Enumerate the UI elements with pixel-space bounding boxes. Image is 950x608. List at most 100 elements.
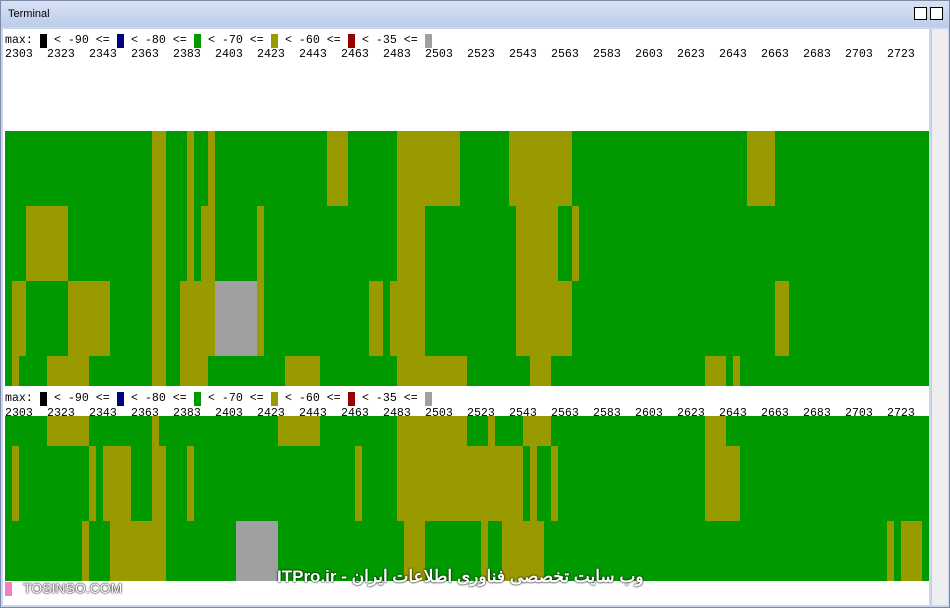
legend-swatch <box>348 392 355 406</box>
spectrum-cell <box>558 206 572 281</box>
frequency-label: 2323 <box>47 48 75 61</box>
spectrum-cell <box>194 206 201 281</box>
spectrum-cell <box>159 416 278 446</box>
legend-label: max: <box>5 34 33 47</box>
spectrum-cell <box>5 356 12 386</box>
spectrum-cell <box>131 446 152 521</box>
spectrum-cell <box>523 416 551 446</box>
spectrum-cell <box>502 521 544 581</box>
frequency-label: 2423 <box>257 48 285 61</box>
spectrum-cell <box>278 416 320 446</box>
spectrum-cell <box>789 281 929 356</box>
spectrum-cell <box>180 281 215 356</box>
spectrum-cell <box>47 416 89 446</box>
spectrum-cell <box>110 281 152 356</box>
legend-swatch <box>117 34 124 48</box>
spectrum-cell <box>397 206 425 281</box>
frequency-label: 2383 <box>173 48 201 61</box>
spectrum-cell <box>467 356 530 386</box>
spectrum-cell <box>481 521 488 581</box>
spectrum-cell <box>194 131 208 206</box>
frequency-label: 2403 <box>215 48 243 61</box>
spectrum-cell <box>180 356 208 386</box>
spectrum-cell <box>166 356 180 386</box>
spectrum-cell <box>551 356 705 386</box>
legend-swatch <box>425 34 432 48</box>
legend-threshold: < -80 <= <box>131 392 187 405</box>
spectrum-cell <box>579 206 929 281</box>
spectrum-cell <box>425 206 516 281</box>
spectrum-cell <box>278 521 404 581</box>
spectrum-cell <box>12 356 19 386</box>
spectrum-cell <box>327 131 348 206</box>
spectrum-cell <box>705 446 740 521</box>
spectrum-cell <box>5 281 12 356</box>
legend-swatch <box>425 392 432 406</box>
spectrum-cell <box>68 206 152 281</box>
spectrum-cell <box>362 446 397 521</box>
spectrum-cell <box>103 446 131 521</box>
frequency-label: 2703 <box>845 48 873 61</box>
spectrum-cell <box>320 416 397 446</box>
legend-swatch <box>194 34 201 48</box>
spectrum-cell <box>82 521 89 581</box>
scrollbar[interactable] <box>931 29 948 605</box>
legend-swatch <box>194 392 201 406</box>
legend-threshold: < -90 <= <box>54 392 110 405</box>
spectrum-cell <box>894 521 901 581</box>
spectrum-cell <box>5 416 47 446</box>
spectrum-cell <box>355 446 362 521</box>
spectrum-cell <box>19 356 47 386</box>
spectrum-cell <box>110 521 166 581</box>
close-button[interactable] <box>930 7 943 20</box>
frequency-label: 2343 <box>89 48 117 61</box>
frequency-label: 2483 <box>383 48 411 61</box>
spectrum-cell <box>166 521 236 581</box>
spectrum-cell <box>264 281 369 356</box>
spectrum-cell <box>26 281 68 356</box>
spectrum-cell <box>740 356 929 386</box>
legend-label: max: <box>5 392 33 405</box>
spectrum-cell <box>726 416 929 446</box>
spectrum-cell <box>397 356 467 386</box>
spectrum-cell <box>705 356 726 386</box>
spectrum-cell <box>404 521 425 581</box>
maximize-button[interactable] <box>914 7 927 20</box>
spectrum-cell <box>509 131 572 206</box>
legend-threshold: < -80 <= <box>131 34 187 47</box>
spectrum-cell <box>208 356 285 386</box>
frequency-label: 2603 <box>635 48 663 61</box>
spectrum-cell <box>495 416 523 446</box>
spectrum-cell <box>152 356 166 386</box>
spectrum-cell <box>705 416 726 446</box>
spectrum-cell <box>320 356 397 386</box>
frequency-label: 2723 <box>887 48 915 61</box>
spectrum-cell <box>551 446 558 521</box>
legend-swatch <box>271 392 278 406</box>
spectrum-cell <box>922 521 929 581</box>
legend-swatch <box>271 34 278 48</box>
spectrum-cell <box>285 356 320 386</box>
legend-swatch <box>348 34 355 48</box>
spectrum-cell <box>208 131 215 206</box>
spectrum-cell <box>152 281 166 356</box>
spectrum-cell <box>96 446 103 521</box>
spectrum-cell <box>523 446 530 521</box>
window-title: Terminal <box>8 8 50 20</box>
legend-swatch <box>117 392 124 406</box>
spectrum-cell <box>166 446 187 521</box>
spectrum-cell <box>572 281 775 356</box>
spectrum-cell <box>572 131 747 206</box>
legend-swatch <box>40 34 47 48</box>
frequency-label: 2623 <box>677 48 705 61</box>
frequency-label: 2643 <box>719 48 747 61</box>
spectrum-cell <box>257 206 264 281</box>
frequency-label: 2563 <box>551 48 579 61</box>
spectrum-cell <box>397 416 467 446</box>
frequency-label: 2303 <box>5 48 33 61</box>
spectrum-cell <box>47 356 89 386</box>
frequency-label: 2463 <box>341 48 369 61</box>
spectrum-cell <box>901 521 922 581</box>
spectrum-cell <box>572 206 579 281</box>
frequency-label: 2503 <box>425 48 453 61</box>
